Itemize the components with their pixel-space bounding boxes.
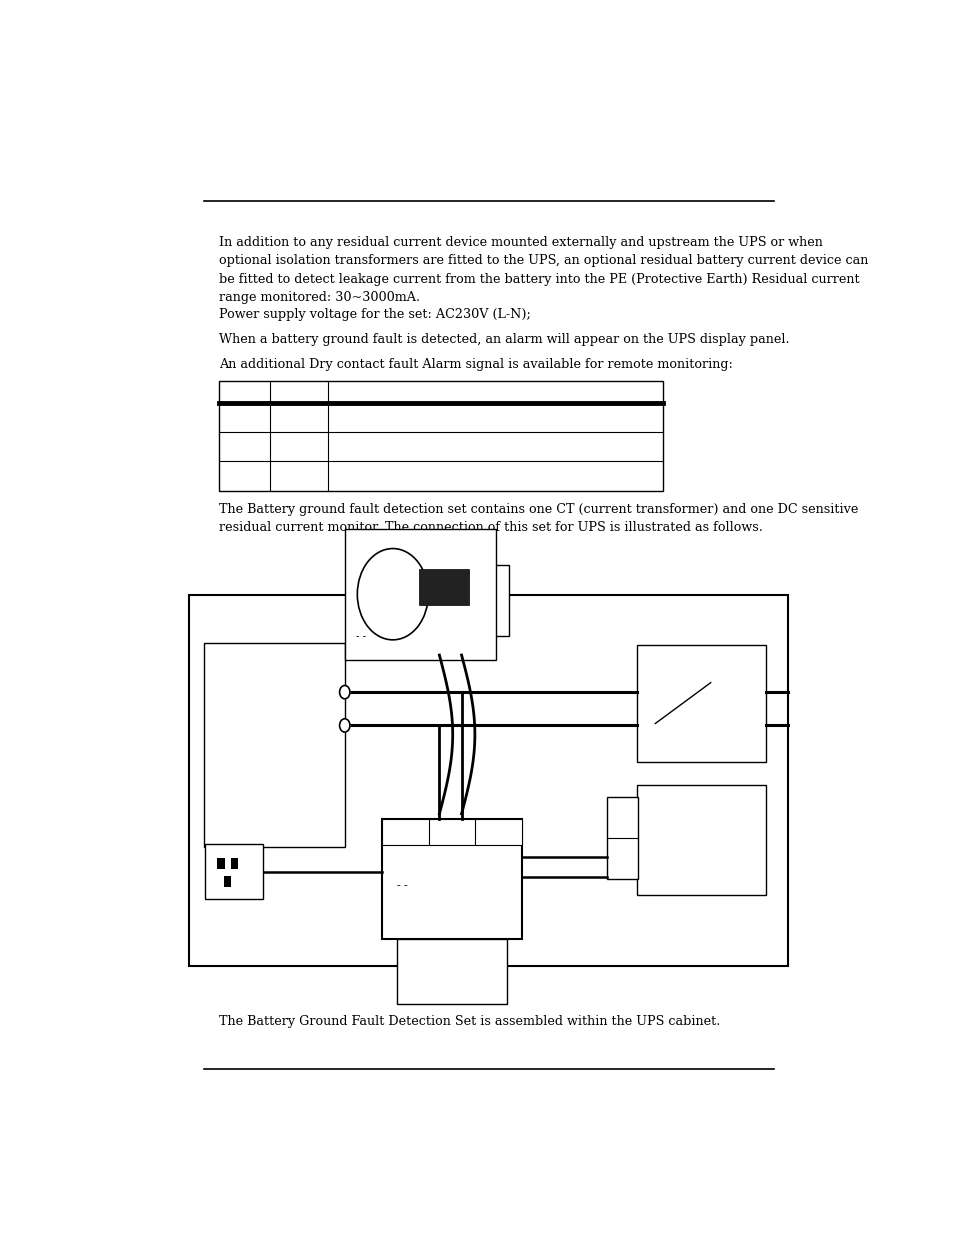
FancyBboxPatch shape [190,595,787,966]
Circle shape [339,719,350,732]
FancyBboxPatch shape [492,564,508,636]
Text: In addition to any residual current device mounted externally and upstream the U: In addition to any residual current devi… [219,236,867,304]
Text: The Battery Ground Fault Detection Set is assembled within the UPS cabinet.: The Battery Ground Fault Detection Set i… [219,1015,720,1029]
Text: When a battery ground fault is detected, an alarm will appear on the UPS display: When a battery ground fault is detected,… [219,332,789,346]
Text: An additional Dry contact fault Alarm signal is available for remote monitoring:: An additional Dry contact fault Alarm si… [219,358,732,372]
FancyBboxPatch shape [224,876,231,887]
Circle shape [339,685,350,699]
FancyBboxPatch shape [204,642,344,847]
FancyBboxPatch shape [231,857,237,869]
FancyBboxPatch shape [219,382,662,490]
Text: The Battery ground fault detection set contains one CT (current transformer) and: The Battery ground fault detection set c… [219,503,858,535]
Text: - -: - - [355,631,366,641]
Text: - -: - - [396,881,407,890]
FancyBboxPatch shape [637,645,765,762]
FancyBboxPatch shape [381,819,521,940]
FancyBboxPatch shape [217,857,224,869]
FancyBboxPatch shape [637,785,765,894]
FancyBboxPatch shape [606,797,638,878]
FancyBboxPatch shape [396,940,507,1004]
FancyBboxPatch shape [205,845,263,899]
FancyBboxPatch shape [381,819,521,845]
FancyBboxPatch shape [418,568,469,605]
FancyBboxPatch shape [344,529,496,659]
Text: Power supply voltage for the set: AC230V (L-N);: Power supply voltage for the set: AC230V… [219,308,530,321]
